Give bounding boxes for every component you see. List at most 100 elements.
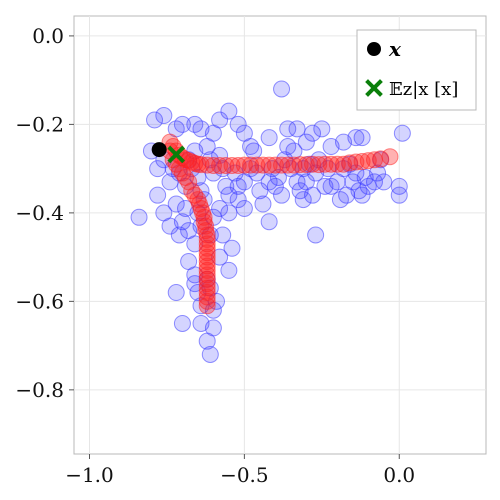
sample-point <box>146 111 164 129</box>
trajectory-point <box>304 155 322 173</box>
trajectory-point <box>198 284 216 302</box>
trajectory-point <box>198 226 216 244</box>
trajectory-point <box>279 156 297 174</box>
sample-point <box>347 129 365 147</box>
sample-point <box>304 124 322 142</box>
trajectory-point <box>192 156 210 174</box>
sample-point <box>211 199 229 217</box>
trajectory-point <box>223 157 241 175</box>
x-axis: −1.0 −0.5 0.0 <box>65 454 415 487</box>
sample-point <box>149 160 167 178</box>
trajectory-point <box>273 156 291 174</box>
trajectory-point <box>198 270 216 288</box>
sample-point <box>375 173 393 191</box>
sample-point <box>288 120 306 138</box>
trajectory-point <box>198 288 216 306</box>
trajectory-point <box>204 157 222 175</box>
trajectory-point <box>198 253 216 271</box>
trajectory-point <box>229 157 247 175</box>
y-tick-label: −0.6 <box>15 289 64 313</box>
sample-point <box>279 120 297 138</box>
trajectory-point <box>381 148 399 166</box>
y-tick-label: 0.0 <box>32 24 64 48</box>
sample-point <box>353 186 371 204</box>
trajectory-point <box>328 155 346 173</box>
trajectory-point <box>260 156 278 174</box>
sample-point <box>304 186 322 204</box>
sample-point <box>229 115 247 133</box>
sample-point <box>173 213 191 231</box>
sample-point <box>204 319 222 337</box>
sample-point <box>201 345 219 363</box>
trajectory-point <box>198 239 216 257</box>
sample-point <box>353 129 371 147</box>
trajectory-point <box>347 153 365 171</box>
sample-point <box>167 284 185 302</box>
x-tick-label: −1.0 <box>65 463 114 487</box>
legend-label-expectation: 𝔼z|x [x] <box>389 79 458 100</box>
sample-point <box>198 138 216 156</box>
sample-point <box>393 124 411 142</box>
legend-marker-x <box>367 42 381 56</box>
legend-label-x: x <box>388 37 402 61</box>
sample-point <box>307 226 325 244</box>
sample-point <box>260 129 278 147</box>
sample-point <box>390 186 408 204</box>
sample-point <box>254 195 272 213</box>
trajectory-point <box>254 156 272 174</box>
sample-point <box>173 115 191 133</box>
sample-point <box>390 177 408 195</box>
data-marks <box>130 80 411 363</box>
trajectory-point <box>198 235 216 253</box>
sample-point <box>229 191 247 209</box>
sample-point <box>251 182 269 200</box>
sample-point <box>220 102 238 120</box>
trajectory-point <box>248 156 266 174</box>
y-axis: 0.0 −0.2 −0.4 −0.6 −0.8 <box>15 24 74 402</box>
trajectory-point <box>242 156 260 174</box>
trajectory-point <box>197 217 215 235</box>
sample-point <box>266 177 284 195</box>
sample-point <box>365 173 383 191</box>
trajectory-point <box>285 156 303 174</box>
trajectory-point <box>322 155 340 173</box>
sample-point <box>155 107 173 125</box>
sample-point <box>170 226 188 244</box>
sample-point <box>220 204 238 222</box>
trajectory-point <box>198 275 216 293</box>
y-tick-label: −0.2 <box>15 112 64 136</box>
trajectory-point <box>198 266 216 284</box>
trajectory-point <box>198 279 216 297</box>
trajectory-point <box>198 248 216 266</box>
trajectory-point <box>211 157 229 175</box>
trajectory-point <box>198 230 216 248</box>
trajectory-point <box>198 292 216 310</box>
sample-point <box>297 133 315 151</box>
sample-point <box>245 142 263 160</box>
sample-point <box>149 186 167 204</box>
sample-point <box>273 80 291 98</box>
sample-point <box>235 199 253 217</box>
sample-point <box>220 261 238 279</box>
trajectory-point <box>198 156 216 174</box>
trajectory-point <box>335 155 353 173</box>
trajectory-point <box>217 157 235 175</box>
sample-point <box>273 186 291 204</box>
sample-point <box>220 186 238 204</box>
trajectory-point <box>353 153 371 171</box>
trajectory-point <box>297 156 315 174</box>
legend-marker-expectation <box>365 79 383 97</box>
sample-point <box>211 146 229 164</box>
x-tick-label: 0.0 <box>383 463 415 487</box>
sample-point <box>294 191 312 209</box>
sample-point <box>167 195 185 213</box>
trajectory-point <box>198 261 216 279</box>
sample-point <box>130 208 148 226</box>
y-tick-label: −0.4 <box>15 201 64 225</box>
trajectory-point <box>198 297 216 315</box>
sample-point <box>276 151 294 169</box>
trajectory-point <box>291 156 309 174</box>
trajectory-point <box>316 155 334 173</box>
sample-point <box>207 292 225 310</box>
